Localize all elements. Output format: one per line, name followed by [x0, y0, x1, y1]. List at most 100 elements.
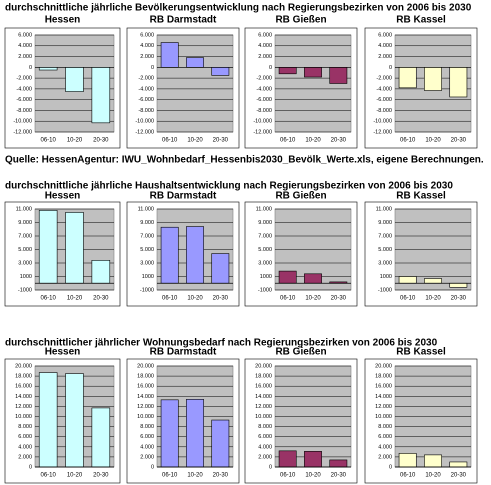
bar: [398, 453, 417, 468]
y-tick-label: 12.000: [15, 404, 32, 410]
bar: [329, 67, 348, 84]
bar: [211, 419, 230, 468]
bar: [65, 212, 84, 284]
y-tick-label: 0: [151, 464, 154, 470]
x-tick-label: 10-20: [425, 296, 441, 302]
y-tick-label: -6.000: [376, 97, 392, 103]
y-tick-label: 5.000: [258, 247, 272, 253]
y-tick-label: 6.000: [258, 32, 272, 38]
y-tick-label: -1000: [258, 287, 272, 293]
y-tick-label: 11.000: [376, 206, 392, 212]
x-tick-label: 10-20: [67, 473, 83, 479]
heading: durchschnittlicher jährlicher Wohnungsbe…: [5, 338, 438, 349]
y-tick-label: -1000: [378, 287, 392, 293]
y-tick-label: 4.000: [378, 43, 392, 49]
y-tick-label: 10.000: [137, 414, 154, 420]
y-tick-label: 6.000: [18, 32, 32, 38]
y-tick-label: 0: [389, 65, 392, 71]
bar: [398, 276, 417, 284]
chart-title: RB Kassel: [396, 15, 446, 26]
y-tick-label: 11.000: [256, 206, 272, 212]
bar: [211, 253, 230, 284]
y-tick-label: 2.000: [378, 54, 392, 60]
y-tick-label: 2.000: [140, 454, 154, 460]
y-tick-label: -10.000: [135, 119, 154, 125]
y-tick-label: -10.000: [253, 119, 272, 125]
y-tick-label: 7.000: [140, 233, 154, 239]
x-tick-label: 10-20: [305, 138, 321, 144]
y-tick-label: 4.000: [18, 444, 32, 450]
bar: [186, 399, 204, 468]
y-tick-label: 0: [29, 65, 32, 71]
y-tick-label: 1000: [20, 274, 32, 280]
y-tick-label: 6.000: [378, 434, 392, 440]
bar: [278, 450, 297, 468]
bar: [211, 67, 230, 76]
y-tick-label: -4.000: [256, 86, 272, 92]
y-tick-label: 0: [151, 65, 154, 71]
y-tick-label: 8.000: [258, 424, 272, 430]
x-tick-label: 20-30: [451, 296, 467, 302]
bar: [329, 459, 348, 468]
bar: [91, 407, 111, 468]
y-tick-label: 20.000: [15, 363, 32, 369]
y-tick-label: 2.000: [378, 454, 392, 460]
y-tick-label: -4.000: [138, 86, 154, 92]
y-tick-label: -10.000: [373, 119, 392, 125]
x-tick-label: 10-20: [67, 296, 83, 302]
chart-title: RB Gießen: [275, 15, 326, 26]
y-tick-label: 6.000: [258, 434, 272, 440]
x-tick-label: 06-10: [162, 296, 178, 302]
bar: [304, 273, 322, 284]
y-tick-label: -8.000: [16, 108, 32, 114]
y-tick-label: 7.000: [258, 233, 272, 239]
y-tick-label: -6.000: [138, 97, 154, 103]
y-tick-label: 1000: [142, 274, 154, 280]
x-tick-label: 06-10: [40, 138, 56, 144]
y-tick-label: 20.000: [375, 363, 392, 369]
y-tick-label: 12.000: [255, 404, 272, 410]
bar: [186, 57, 204, 68]
bar: [160, 42, 179, 68]
y-tick-label: -12.000: [253, 129, 272, 135]
y-tick-label: 14.000: [255, 394, 272, 400]
chart-title: RB Darmstadt: [150, 191, 217, 202]
y-tick-label: 9.000: [378, 220, 392, 226]
y-tick-label: 7.000: [18, 233, 32, 239]
bar: [160, 399, 179, 468]
y-tick-label: 16.000: [137, 384, 154, 390]
y-tick-label: -8.000: [256, 108, 272, 114]
source: Quelle: HessenAgentur: IWU_Wohnbedarf_He…: [5, 155, 484, 166]
x-tick-label: 10-20: [305, 473, 321, 479]
y-tick-label: -12.000: [135, 129, 154, 135]
y-tick-label: 11.000: [138, 206, 154, 212]
bar: [424, 278, 442, 284]
bar: [398, 67, 417, 89]
y-tick-label: 0: [389, 464, 392, 470]
bar: [186, 226, 204, 284]
y-tick-label: 2.000: [18, 54, 32, 60]
bar: [278, 270, 297, 284]
y-tick-label: 1000: [380, 274, 392, 280]
y-tick-label: 1000: [260, 274, 272, 280]
x-tick-label: 20-30: [213, 138, 229, 144]
bar: [91, 259, 111, 284]
y-tick-label: 4.000: [258, 444, 272, 450]
y-tick-label: 6.000: [378, 32, 392, 38]
x-tick-label: 20-30: [213, 473, 229, 479]
y-tick-label: 5.000: [378, 247, 392, 253]
y-tick-label: 14.000: [375, 394, 392, 400]
y-tick-label: 10.000: [375, 414, 392, 420]
bar: [449, 461, 468, 468]
chart-title: RB Kassel: [396, 191, 446, 202]
bar: [65, 373, 84, 468]
bar: [160, 226, 179, 284]
bar: [449, 67, 468, 98]
x-tick-label: 10-20: [425, 138, 441, 144]
y-tick-label: 16.000: [375, 384, 392, 390]
x-tick-label: 06-10: [400, 296, 416, 302]
y-tick-label: 2.000: [18, 454, 32, 460]
x-tick-label: 10-20: [67, 138, 83, 144]
bar: [424, 67, 442, 91]
